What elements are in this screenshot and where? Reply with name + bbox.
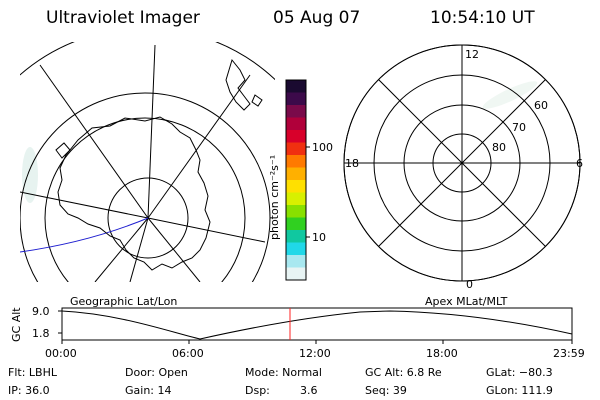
- colorbar-band: [286, 142, 306, 156]
- gc-alt-info: GC Alt: 6.8 Re: [365, 366, 442, 379]
- filter-info: Flt: LBHL: [8, 366, 57, 379]
- altitude-xtick-0600: 06:00: [172, 347, 204, 360]
- altitude-plot: [58, 307, 573, 344]
- colorbar-band: [286, 242, 306, 256]
- seq-info: Seq: 39: [365, 384, 407, 397]
- mlt-label-12: 12: [465, 48, 479, 61]
- right-panel-title: Apex MLat/MLT: [425, 295, 508, 308]
- instrument-title: Ultraviolet Imager: [46, 8, 200, 28]
- colorbar-band: [286, 92, 306, 106]
- left-panel-title: Geographic Lat/Lon: [70, 295, 178, 308]
- altitude-xtick-2359: 23:59: [553, 347, 585, 360]
- magnetic-polar-grid: [343, 44, 581, 282]
- colorbar-label: photon cm⁻²s⁻¹: [268, 154, 281, 240]
- colorbar-band: [286, 255, 306, 268]
- geographic-map: [20, 42, 275, 282]
- mlt-label-0: 0: [466, 278, 473, 291]
- glon-info: GLon: 111.9: [486, 384, 553, 397]
- colorbar-band: [286, 130, 306, 143]
- colorbar-band: [286, 192, 306, 206]
- mlt-label-18: 18: [345, 157, 359, 170]
- altitude-xtick-0000: 00:00: [45, 347, 77, 360]
- glat-info: GLat: −80.3: [486, 366, 553, 379]
- colorbar-band: [286, 80, 306, 93]
- altitude-xtick-1800: 18:00: [426, 347, 458, 360]
- mlt-label-6: 6: [576, 157, 583, 170]
- colorbar-band: [286, 180, 306, 193]
- gain-info: Gain: 14: [125, 384, 172, 397]
- altitude-ytick-1-8: 1.8: [32, 327, 50, 340]
- date-label: 05 Aug 07: [273, 8, 361, 28]
- dsp-info-value: 3.6: [300, 384, 318, 397]
- ip-info: IP: 36.0: [8, 384, 50, 397]
- colorbar-band: [286, 117, 306, 131]
- colorbar: [286, 80, 306, 281]
- colorbar-tick-100: 100: [312, 141, 333, 154]
- dsp-info-label: Dsp:: [245, 384, 270, 397]
- colorbar-band: [286, 230, 306, 243]
- door-info: Door: Open: [125, 366, 188, 379]
- colorbar-band: [286, 105, 306, 118]
- colorbar-tick-10: 10: [312, 231, 326, 244]
- mlat-label-60: 60: [534, 99, 548, 112]
- altitude-ytick-9: 9.0: [32, 305, 50, 318]
- mlat-label-80: 80: [492, 141, 506, 154]
- altitude-ylabel: GC Alt: [10, 307, 23, 342]
- mlat-label-70: 70: [512, 121, 526, 134]
- altitude-xtick-1200: 12:00: [299, 347, 331, 360]
- time-label: 10:54:10 UT: [430, 8, 535, 28]
- colorbar-band: [286, 267, 306, 281]
- colorbar-band: [286, 205, 306, 218]
- colorbar-band: [286, 155, 306, 168]
- colorbar-band: [286, 167, 306, 181]
- colorbar-band: [286, 217, 306, 231]
- mode-info: Mode: Normal: [245, 366, 322, 379]
